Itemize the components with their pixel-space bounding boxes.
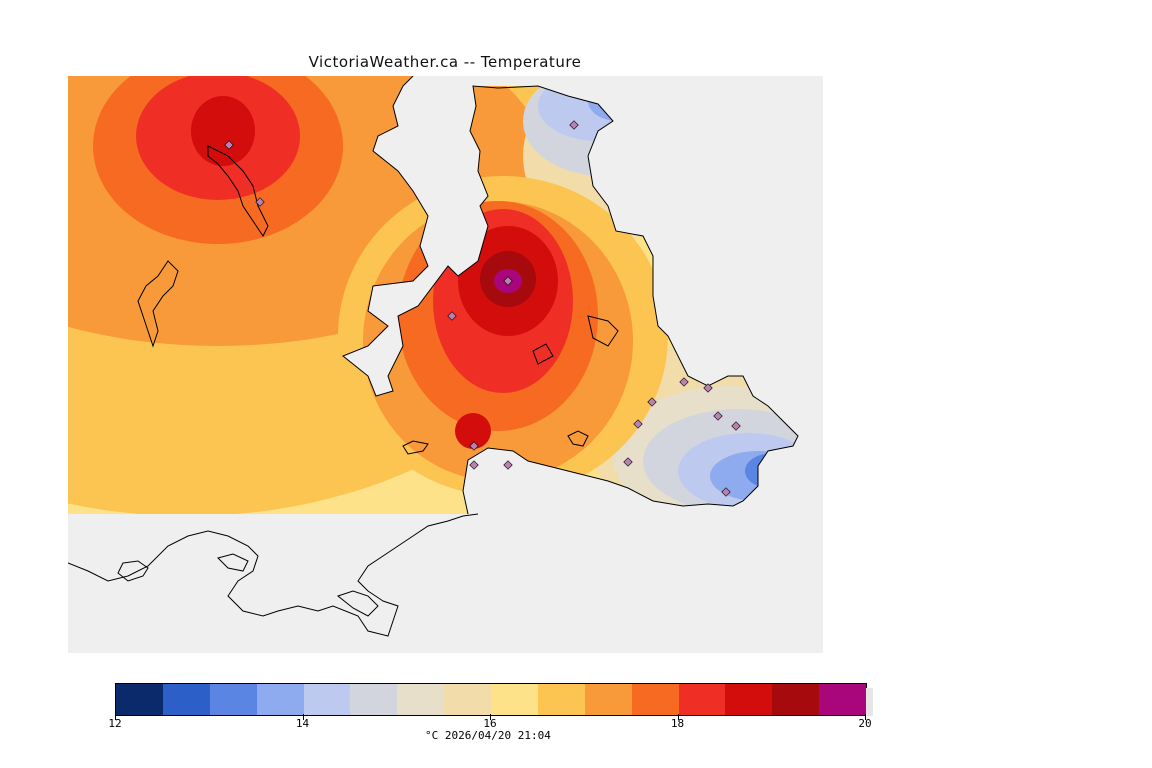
station-marker[interactable] [647, 397, 657, 407]
colorbar-shadow [866, 688, 873, 716]
colorbar-ticks [115, 714, 866, 724]
temperature-map[interactable] [68, 76, 823, 653]
station-marker[interactable] [713, 411, 723, 421]
colorbar-segment [678, 684, 726, 715]
colorbar-segment [303, 684, 351, 715]
colorbar-segment [537, 684, 585, 715]
station-marker[interactable] [503, 460, 513, 470]
coastlines [68, 76, 799, 637]
colorbar-tick [490, 714, 491, 720]
colorbar-tick-label: 14 [295, 717, 310, 730]
colorbar-segment [491, 684, 538, 715]
colorbar-segment [162, 684, 210, 715]
station-marker[interactable] [703, 383, 713, 393]
station-marker[interactable] [633, 419, 643, 429]
colorbar-segment [116, 684, 163, 715]
colorbar-segment [397, 684, 445, 715]
colorbar-tick [865, 714, 866, 720]
colorbar-segment [444, 684, 491, 715]
colorbar-segment [584, 684, 632, 715]
colorbar-tick [677, 714, 679, 720]
station-marker[interactable] [503, 276, 513, 286]
colorbar-segment [256, 684, 304, 715]
station-marker[interactable] [569, 120, 579, 130]
colorbar-tick [115, 714, 116, 720]
station-markers[interactable] [224, 120, 741, 497]
colorbar-tick [302, 714, 304, 720]
map-title: VictoriaWeather.ca -- Temperature [308, 53, 582, 71]
station-marker[interactable] [679, 377, 689, 387]
station-marker[interactable] [721, 487, 731, 497]
station-marker[interactable] [469, 460, 479, 470]
colorbar-segment [631, 684, 679, 715]
colorbar-segment [772, 684, 820, 715]
station-marker[interactable] [224, 140, 234, 150]
station-marker[interactable] [447, 311, 457, 321]
colorbar-tick-label: 12 [108, 717, 122, 730]
temperature-colorbar [115, 683, 867, 716]
station-marker[interactable] [469, 441, 479, 451]
colorbar-tick-label: 18 [670, 717, 685, 730]
colorbar-segment [819, 684, 866, 715]
colorbar-tick-label: 16 [483, 717, 497, 730]
colorbar-segment [350, 684, 398, 715]
colorbar-tick-label: 20 [858, 717, 872, 730]
station-marker[interactable] [623, 457, 633, 467]
colorbar-segment [209, 684, 257, 715]
station-marker[interactable] [731, 421, 741, 431]
station-marker[interactable] [255, 197, 265, 207]
colorbar-segment [725, 684, 773, 715]
units-and-timestamp: °C 2026/04/20 21:04 [425, 729, 551, 742]
